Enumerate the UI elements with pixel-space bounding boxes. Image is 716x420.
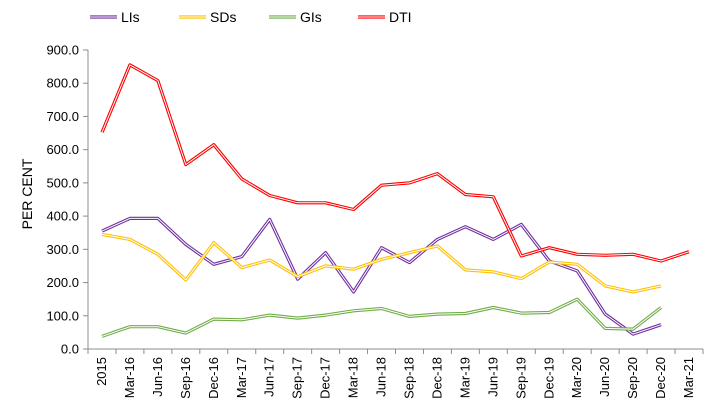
series-gis [101,297,663,338]
y-axis-title: PER CENT [19,158,35,229]
series-line [100,63,690,263]
y-tick-label: 900.0 [46,43,79,58]
x-tick-label: Sep-20 [625,357,640,399]
x-tick-label: Mar-21 [681,357,696,398]
legend-item-gis: GIs [269,9,322,25]
series-line-inner [101,233,662,293]
legend-item-lis: LIs [90,9,140,25]
x-tick-label: Mar-17 [234,357,249,398]
legend-label: DTI [389,9,412,25]
x-tick-label: Dec-19 [541,357,556,399]
series-line [101,297,663,338]
legend-label: GIs [300,9,322,25]
series-sds [101,232,662,294]
legend-item-dti: DTI [358,9,412,25]
x-tick-label: Sep-18 [401,357,416,399]
x-tick-label: Sep-17 [290,357,305,399]
x-tick-label: Jun-18 [374,357,389,397]
series-dti [100,63,690,263]
y-tick-label: 600.0 [46,142,79,157]
x-tick-label: Jun-16 [150,357,165,397]
legend-label: SDs [210,9,236,25]
x-tick-label: Mar-18 [346,357,361,398]
x-tick-label: Mar-19 [457,357,472,398]
y-tick-label: 500.0 [46,175,79,190]
y-tick-label: 0.0 [61,342,79,357]
x-tick-label: Mar-20 [569,357,584,398]
x-tick-label: Dec-16 [206,357,221,399]
x-tick-label: Dec-17 [318,357,333,399]
x-tick-label: Mar-16 [122,357,137,398]
series-layer [100,63,690,338]
x-tick-label: Jun-20 [597,357,612,397]
y-tick-label: 800.0 [46,76,79,91]
x-tick-label: 2015 [94,357,109,386]
legend-item-sds: SDs [179,9,236,25]
x-tick-label: Dec-20 [653,357,668,399]
x-tick-label: Jun-19 [485,357,500,397]
series-lis [101,216,662,336]
x-tick-label: Jun-17 [262,357,277,397]
y-axis: 0.0 100.0 200.0 300.0 400.0 500.0 600.0 700.0 80… [46,43,89,357]
x-tick-label: Sep-19 [513,357,528,399]
series-line-inner [101,298,662,337]
x-axis: 2015 Mar-16 Jun-16 Sep-16 Dec-16 Mar-17 Jun-17… [87,348,704,399]
x-tick-label: Dec-18 [429,357,444,399]
series-line-inner [101,217,662,335]
y-tick-label: 700.0 [46,109,79,124]
y-tick-label: 300.0 [46,242,79,257]
y-tick-label: 400.0 [46,209,79,224]
legend-label: LIs [121,9,140,25]
y-tick-label: 200.0 [46,275,79,290]
series-line [101,216,662,336]
series-line-inner [101,64,690,262]
y-tick-label: 100.0 [46,308,79,323]
x-tick-label: Sep-16 [178,357,193,399]
legend: LIs SDs GIs DTI [90,9,412,25]
